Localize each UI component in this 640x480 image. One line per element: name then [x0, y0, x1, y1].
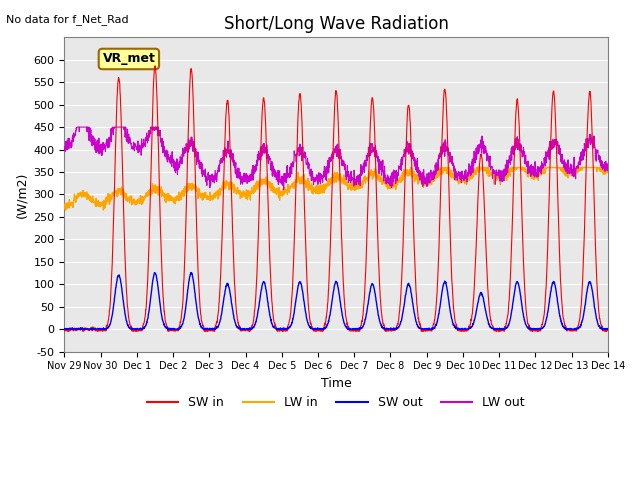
Text: VR_met: VR_met	[102, 52, 156, 65]
Text: No data for f_Net_Rad: No data for f_Net_Rad	[6, 14, 129, 25]
X-axis label: Time: Time	[321, 377, 351, 390]
Legend: SW in, LW in, SW out, LW out: SW in, LW in, SW out, LW out	[142, 391, 530, 414]
Y-axis label: (W/m2): (W/m2)	[15, 171, 28, 217]
Title: Short/Long Wave Radiation: Short/Long Wave Radiation	[223, 15, 449, 33]
